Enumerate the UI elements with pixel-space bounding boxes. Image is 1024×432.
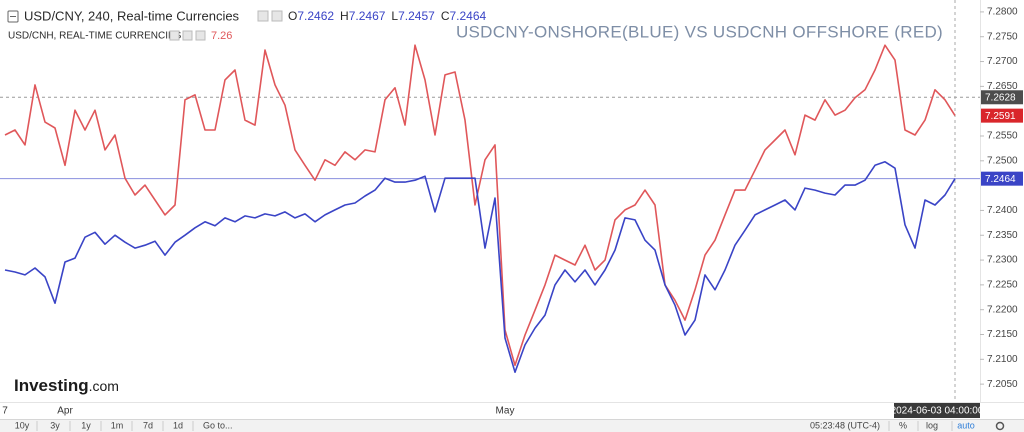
- y-tick-label: 7.2300: [987, 255, 1018, 266]
- price-box-label: 7.2628: [985, 92, 1016, 103]
- series-line: [4, 161, 956, 373]
- y-tick-label: 7.2100: [987, 354, 1018, 365]
- y-tick-label: 7.2050: [987, 379, 1018, 390]
- x-tick-label: 7: [2, 406, 8, 417]
- y-tick-label: 7.2500: [987, 155, 1018, 166]
- price-box-label: 7.2591: [985, 111, 1016, 122]
- second-value: 7.26: [211, 30, 232, 42]
- scale-button[interactable]: %: [899, 420, 907, 430]
- y-tick-label: 7.2700: [987, 56, 1018, 67]
- close-icon[interactable]: [195, 30, 206, 41]
- collapse-icon[interactable]: [7, 10, 19, 23]
- legend: USD/CNY, 240, Real-time Currencies O7.24…: [7, 8, 487, 42]
- y-tick-label: 7.2250: [987, 280, 1018, 291]
- ohlc-value: 7.2462: [297, 9, 334, 23]
- eye-icon[interactable]: [257, 10, 269, 22]
- price-box: [981, 171, 1023, 186]
- ohlc-key: L: [391, 9, 398, 23]
- x-tick-label: Apr: [57, 406, 73, 417]
- scale-button[interactable]: log: [926, 420, 938, 430]
- y-tick-label: 7.2150: [987, 329, 1018, 340]
- y-tick-label: 7.2800: [987, 7, 1018, 18]
- legend-title: USD/CNY, 240, Real-time Currencies: [24, 8, 240, 23]
- y-tick-label: 7.2200: [987, 304, 1018, 315]
- price-box: [981, 108, 1023, 123]
- second-title: USD/CNH, REAL-TIME CURRENCIES: [8, 31, 182, 42]
- watermark-suffix: .com: [89, 378, 119, 394]
- clock: 05:23:48 (UTC-4): [810, 420, 880, 430]
- settings-icon[interactable]: [271, 10, 283, 22]
- scale-button[interactable]: auto: [957, 420, 975, 430]
- range-button[interactable]: 1y: [81, 420, 91, 430]
- range-button[interactable]: 10y: [15, 420, 30, 430]
- toolbar-bg: [0, 419, 1024, 432]
- eye-icon[interactable]: [169, 30, 180, 41]
- series-line: [4, 44, 956, 367]
- price-box: [981, 90, 1023, 105]
- ohlc-value: 7.2467: [349, 9, 386, 23]
- goto-button[interactable]: Go to...: [203, 420, 233, 430]
- range-button[interactable]: 3y: [50, 420, 60, 430]
- x-tick-label: May: [496, 406, 515, 417]
- range-button[interactable]: 1d: [173, 420, 183, 430]
- settings-button[interactable]: [995, 421, 1005, 431]
- ohlc-value: 7.2464: [449, 9, 486, 23]
- y-tick-label: 7.2550: [987, 131, 1018, 142]
- annotation: USDCNY-ONSHORE(BLUE) VS USDCNH OFFSHORE …: [456, 22, 943, 41]
- y-tick-label: 7.2750: [987, 31, 1018, 42]
- crosshair-box: [894, 403, 980, 418]
- y-tick-label: 7.2350: [987, 230, 1018, 241]
- ohlc-key: H: [340, 9, 349, 23]
- price-box-label: 7.2464: [985, 174, 1016, 185]
- ohlc-value: 7.2457: [398, 9, 435, 23]
- range-button[interactable]: 7d: [143, 420, 153, 430]
- ohlc-key: C: [441, 9, 450, 23]
- crosshair-label: 2024-06-03 04:00:00: [891, 406, 984, 417]
- range-button[interactable]: 1m: [111, 420, 124, 430]
- settings-icon[interactable]: [182, 30, 193, 41]
- y-tick-label: 7.2400: [987, 205, 1018, 216]
- watermark: Investing.com: [14, 376, 119, 395]
- ohlc-values: O7.2462 H7.2467 L7.2457 C7.2464: [288, 9, 487, 23]
- watermark-brand: Investing: [14, 376, 89, 395]
- y-tick-label: 7.2650: [987, 81, 1018, 92]
- ohlc-key: O: [288, 9, 297, 23]
